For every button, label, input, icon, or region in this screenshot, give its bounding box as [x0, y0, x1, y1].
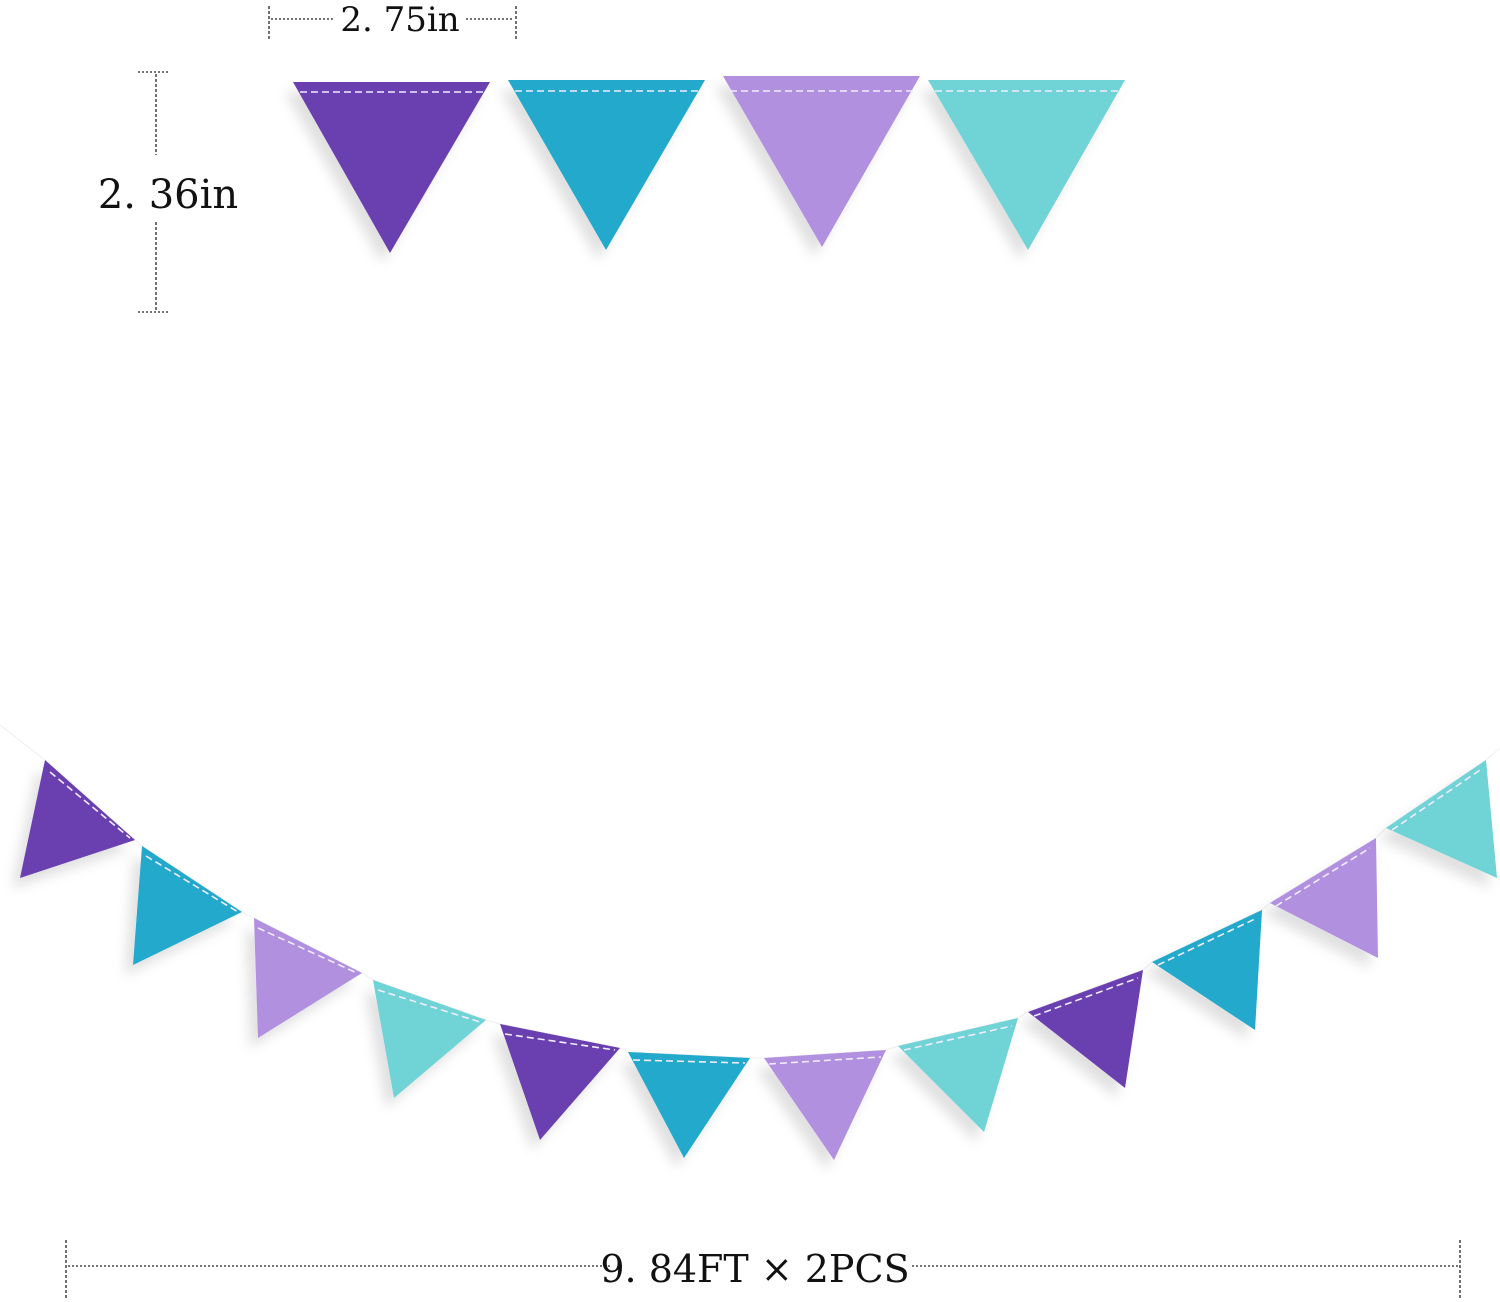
- flag-blue: [1152, 910, 1262, 1030]
- flag-purple: [1028, 970, 1143, 1088]
- height-dimension: 2. 36in: [98, 71, 238, 313]
- flag-purple: [500, 1024, 620, 1140]
- flag-turquoise: [1386, 760, 1497, 878]
- flag-turquoise: [373, 980, 486, 1098]
- flag-lavender: [764, 1050, 886, 1160]
- garland: [0, 724, 1500, 1160]
- flag-blue: [508, 80, 705, 250]
- width-dimension: 2. 75in: [268, 0, 517, 40]
- flag-turquoise: [928, 80, 1125, 250]
- flag-turquoise: [898, 1018, 1018, 1132]
- flag-purple: [293, 82, 490, 253]
- height-label: 2. 36in: [98, 172, 238, 218]
- length-label: 9. 84FT × 2PCS: [600, 1247, 909, 1291]
- flag-blue: [133, 846, 242, 965]
- flag-lavender: [723, 76, 920, 247]
- flag-blue: [628, 1052, 750, 1158]
- width-label: 2. 75in: [340, 0, 459, 40]
- sample-flags: [293, 76, 1125, 253]
- length-dimension: 9. 84FT × 2PCS: [65, 1240, 1461, 1300]
- flag-lavender: [254, 918, 362, 1038]
- flag-lavender: [1270, 838, 1378, 958]
- flag-purple: [20, 760, 135, 878]
